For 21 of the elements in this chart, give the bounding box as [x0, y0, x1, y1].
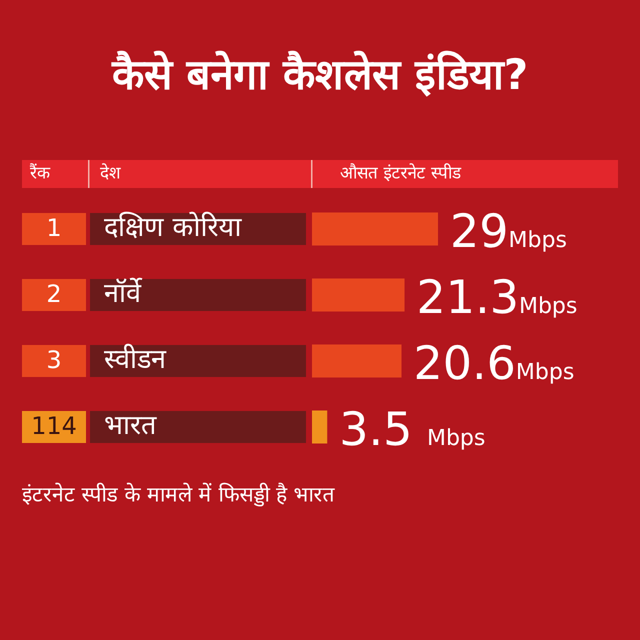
y-tick-label: भारत — [104, 410, 157, 442]
y-tick-label: नॉर्वे — [104, 277, 143, 310]
data-label: 21.3Mbps — [416, 270, 578, 324]
y2-tick-label: 2 — [46, 280, 62, 308]
bar — [312, 278, 405, 312]
data-label: 3.5 Mbps — [339, 402, 486, 456]
data-label: 20.6Mbps — [414, 336, 574, 390]
y-tick-label: दक्षिण कोरिया — [104, 211, 243, 244]
y2-tick-label: 3 — [46, 346, 62, 374]
y-axis-title: देश — [100, 162, 121, 184]
bar — [312, 344, 402, 378]
y2-tick-label: 114 — [31, 412, 77, 440]
bar — [312, 212, 438, 246]
text: रैंक — [29, 162, 51, 184]
y-tick-label: स्वीडन — [104, 343, 167, 376]
data-label: 29Mbps — [450, 204, 567, 258]
x-axis-title: औसत इंटरनेट स्पीड — [340, 162, 462, 184]
y2-tick-label: 1 — [46, 214, 62, 242]
text: इंटरनेट स्पीड के मामले में फिसड्डी है भारत — [22, 482, 336, 506]
chart-title: कैसे बनेगा कैशलेस इंडिया? — [110, 50, 528, 99]
bar — [312, 410, 328, 444]
